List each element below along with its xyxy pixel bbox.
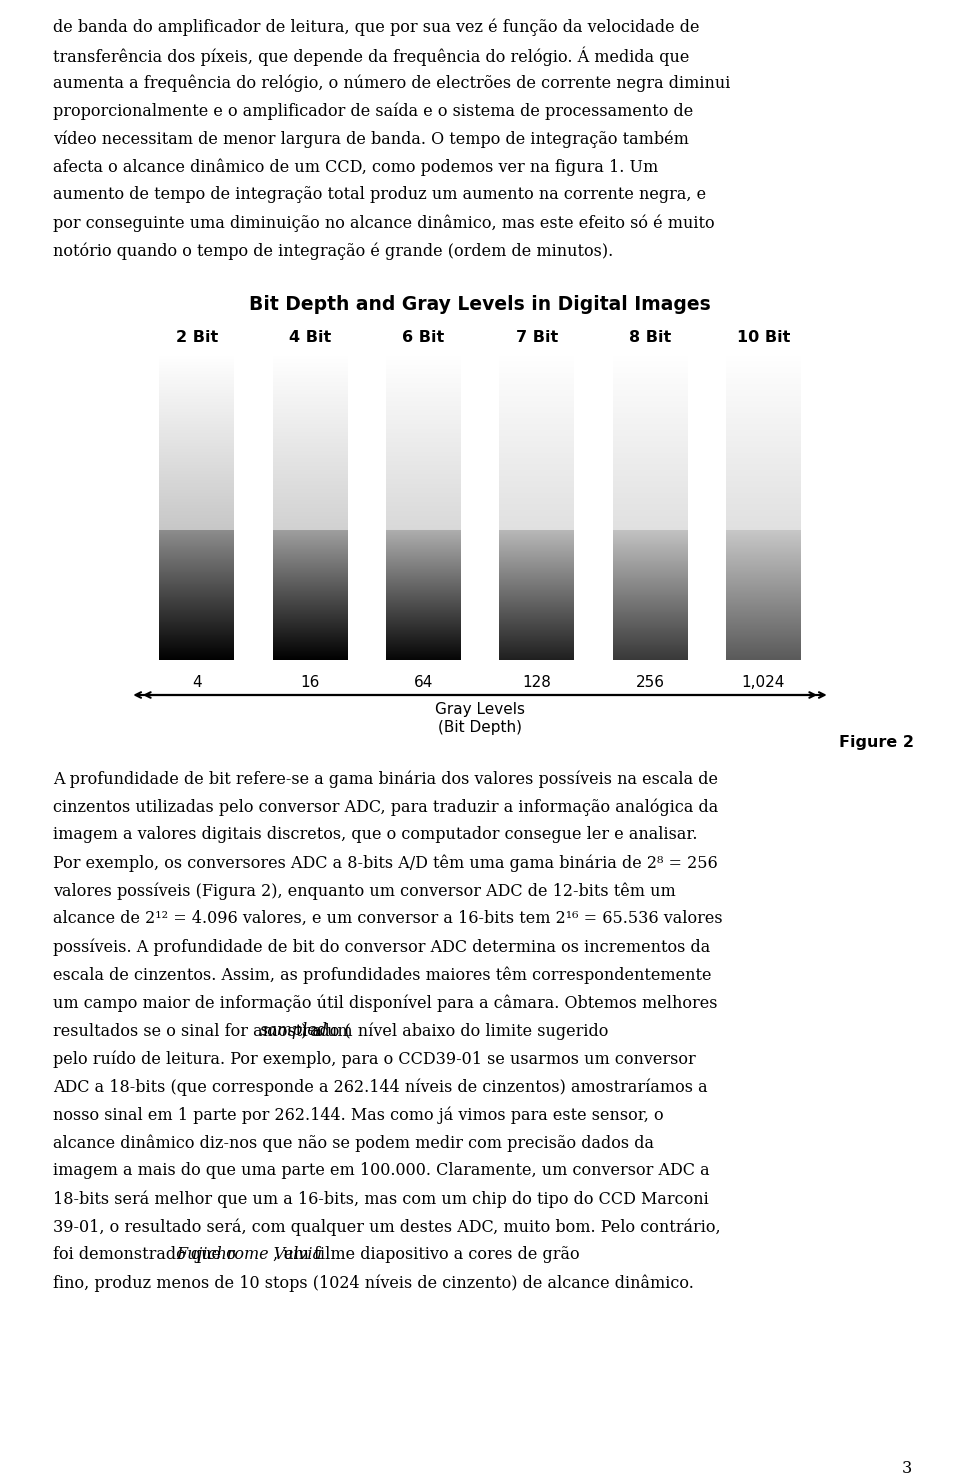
Text: alcance de 2¹² = 4.096 valores, e um conversor a 16-bits tem 2¹⁶ = 65.536 valore: alcance de 2¹² = 4.096 valores, e um con… [53, 911, 723, 927]
Text: de banda do amplificador de leitura, que por sua vez é função da velocidade de: de banda do amplificador de leitura, que… [53, 18, 699, 36]
Text: alcance dinâmico diz-nos que não se podem medir com precisão dados da: alcance dinâmico diz-nos que não se pode… [53, 1134, 654, 1151]
Text: Fujichrome Velvia: Fujichrome Velvia [177, 1246, 323, 1264]
Text: imagem a mais do que uma parte em 100.000. Claramente, um conversor ADC a: imagem a mais do que uma parte em 100.00… [53, 1163, 709, 1179]
Text: 128: 128 [522, 675, 551, 690]
Text: 256: 256 [636, 675, 664, 690]
Text: sampled: sampled [260, 1022, 327, 1040]
Text: 10 Bit: 10 Bit [736, 331, 790, 346]
Text: afecta o alcance dinâmico de um CCD, como podemos ver na figura 1. Um: afecta o alcance dinâmico de um CCD, com… [53, 159, 658, 175]
Text: transferência dos píxeis, que depende da frequência do relógio. Á medida que: transferência dos píxeis, que depende da… [53, 46, 689, 65]
Text: um campo maior de informação útil disponível para a câmara. Obtemos melhores: um campo maior de informação útil dispon… [53, 994, 717, 1011]
Text: Por exemplo, os conversores ADC a 8-bits A/D têm uma gama binária de 2⁸ = 256: Por exemplo, os conversores ADC a 8-bits… [53, 854, 717, 872]
Text: vídeo necessitam de menor largura de banda. O tempo de integração também: vídeo necessitam de menor largura de ban… [53, 131, 688, 147]
Text: 64: 64 [414, 675, 433, 690]
Text: resultados se o sinal for amostrado (: resultados se o sinal for amostrado ( [53, 1022, 350, 1040]
Text: valores possíveis (Figura 2), enquanto um conversor ADC de 12-bits têm um: valores possíveis (Figura 2), enquanto u… [53, 882, 676, 900]
Text: 7 Bit: 7 Bit [516, 331, 558, 346]
Text: 2 Bit: 2 Bit [176, 331, 218, 346]
Text: aumento de tempo de integração total produz um aumento na corrente negra, e: aumento de tempo de integração total pro… [53, 185, 706, 203]
Text: escala de cinzentos. Assim, as profundidades maiores têm correspondentemente: escala de cinzentos. Assim, as profundid… [53, 965, 711, 983]
Text: 1,024: 1,024 [742, 675, 785, 690]
Text: 4 Bit: 4 Bit [289, 331, 331, 346]
Text: A profundidade de bit refere-se a gama binária dos valores possíveis na escala d: A profundidade de bit refere-se a gama b… [53, 770, 718, 787]
Text: nosso sinal em 1 parte por 262.144. Mas como já vimos para este sensor, o: nosso sinal em 1 parte por 262.144. Mas … [53, 1106, 663, 1124]
Text: notório quando o tempo de integração é grande (ordem de minutos).: notório quando o tempo de integração é g… [53, 242, 613, 260]
Text: possíveis. A profundidade de bit do conversor ADC determina os incrementos da: possíveis. A profundidade de bit do conv… [53, 939, 710, 955]
Text: 16: 16 [300, 675, 320, 690]
Text: 8 Bit: 8 Bit [629, 331, 671, 346]
Text: cinzentos utilizadas pelo conversor ADC, para traduzir a informação analógica da: cinzentos utilizadas pelo conversor ADC,… [53, 798, 718, 816]
Text: 39-01, o resultado será, com qualquer um destes ADC, muito bom. Pelo contrário,: 39-01, o resultado será, com qualquer um… [53, 1218, 720, 1235]
Text: aumenta a frequência do relógio, o número de electrões de corrente negra diminui: aumenta a frequência do relógio, o númer… [53, 74, 731, 92]
Text: proporcionalmente e o amplificador de saída e o sistema de processamento de: proporcionalmente e o amplificador de sa… [53, 102, 693, 120]
Text: imagem a valores digitais discretos, que o computador consegue ler e analisar.: imagem a valores digitais discretos, que… [53, 826, 697, 842]
Text: Bit Depth and Gray Levels in Digital Images: Bit Depth and Gray Levels in Digital Ima… [250, 295, 710, 314]
Text: Gray Levels
(Bit Depth): Gray Levels (Bit Depth) [435, 703, 525, 734]
Text: 4: 4 [192, 675, 202, 690]
Text: ) a um nível abaixo do limite sugerido: ) a um nível abaixo do limite sugerido [301, 1022, 609, 1040]
Text: por conseguinte uma diminuição no alcance dinâmico, mas este efeito só é muito: por conseguinte uma diminuição no alcanc… [53, 214, 714, 231]
Text: pelo ruído de leitura. Por exemplo, para o CCD39-01 se usarmos um conversor: pelo ruído de leitura. Por exemplo, para… [53, 1050, 696, 1068]
Text: Figure 2: Figure 2 [839, 736, 914, 750]
Text: foi demonstrado que o: foi demonstrado que o [53, 1246, 241, 1264]
Text: 18-bits será melhor que um a 16-bits, mas com um chip do tipo do CCD Marconi: 18-bits será melhor que um a 16-bits, ma… [53, 1189, 708, 1207]
Text: , um filme diapositivo a cores de grão: , um filme diapositivo a cores de grão [273, 1246, 580, 1264]
Text: ADC a 18-bits (que corresponde a 262.144 níveis de cinzentos) amostraríamos a: ADC a 18-bits (que corresponde a 262.144… [53, 1078, 708, 1096]
Text: 3: 3 [901, 1459, 912, 1477]
Text: 6 Bit: 6 Bit [402, 331, 444, 346]
Text: fino, produz menos de 10 stops (1024 níveis de cinzento) de alcance dinâmico.: fino, produz menos de 10 stops (1024 nív… [53, 1274, 694, 1292]
